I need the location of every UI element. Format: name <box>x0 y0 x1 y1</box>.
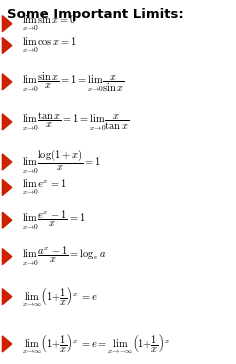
Text: $\lim_{x\to \infty} \left(1+\dfrac{1}{x}\right)^{x} = e = \lim_{x\to -\infty} \l: $\lim_{x\to \infty} \left(1+\dfrac{1}{x}… <box>22 332 171 356</box>
Polygon shape <box>2 37 12 54</box>
Polygon shape <box>2 336 12 352</box>
Polygon shape <box>2 74 12 90</box>
Polygon shape <box>2 179 12 195</box>
Polygon shape <box>2 154 12 170</box>
Text: $\lim_{x\to 0} \dfrac{a^{x}-1}{x} = \log_e a$: $\lim_{x\to 0} \dfrac{a^{x}-1}{x} = \log… <box>22 245 107 268</box>
Polygon shape <box>2 249 12 265</box>
Text: $\lim_{x\to \infty} \left(1+\dfrac{1}{x}\right)^{x} = e$: $\lim_{x\to \infty} \left(1+\dfrac{1}{x}… <box>22 285 98 309</box>
Polygon shape <box>2 289 12 305</box>
Text: $\lim_{x\to 0} \sin x = 0$: $\lim_{x\to 0} \sin x = 0$ <box>22 14 76 33</box>
Polygon shape <box>2 16 12 32</box>
Polygon shape <box>2 114 12 130</box>
Text: $\lim_{x\to 0} \dfrac{\sin x}{x} = 1 = \lim_{x\to 0} \dfrac{x}{\sin x}$: $\lim_{x\to 0} \dfrac{\sin x}{x} = 1 = \… <box>22 70 125 94</box>
Text: $\lim_{x\to 0} \dfrac{e^{x}-1}{x} = 1$: $\lim_{x\to 0} \dfrac{e^{x}-1}{x} = 1$ <box>22 209 86 232</box>
Text: Some Important Limits:: Some Important Limits: <box>7 8 184 21</box>
Text: $\lim_{x\to 0} \dfrac{\tan x}{x} = 1 = \lim_{x\to 0} \dfrac{x}{\tan x}$: $\lim_{x\to 0} \dfrac{\tan x}{x} = 1 = \… <box>22 111 130 133</box>
Text: $\lim_{x\to 0} e^{x} = 1$: $\lim_{x\to 0} e^{x} = 1$ <box>22 178 68 197</box>
Text: $\lim_{x\to 0} \cos x = 1$: $\lim_{x\to 0} \cos x = 1$ <box>22 36 77 55</box>
Polygon shape <box>2 212 12 228</box>
Text: $\lim_{x\to 0} \dfrac{\log(1+x)}{x} = 1$: $\lim_{x\to 0} \dfrac{\log(1+x)}{x} = 1$ <box>22 148 101 176</box>
